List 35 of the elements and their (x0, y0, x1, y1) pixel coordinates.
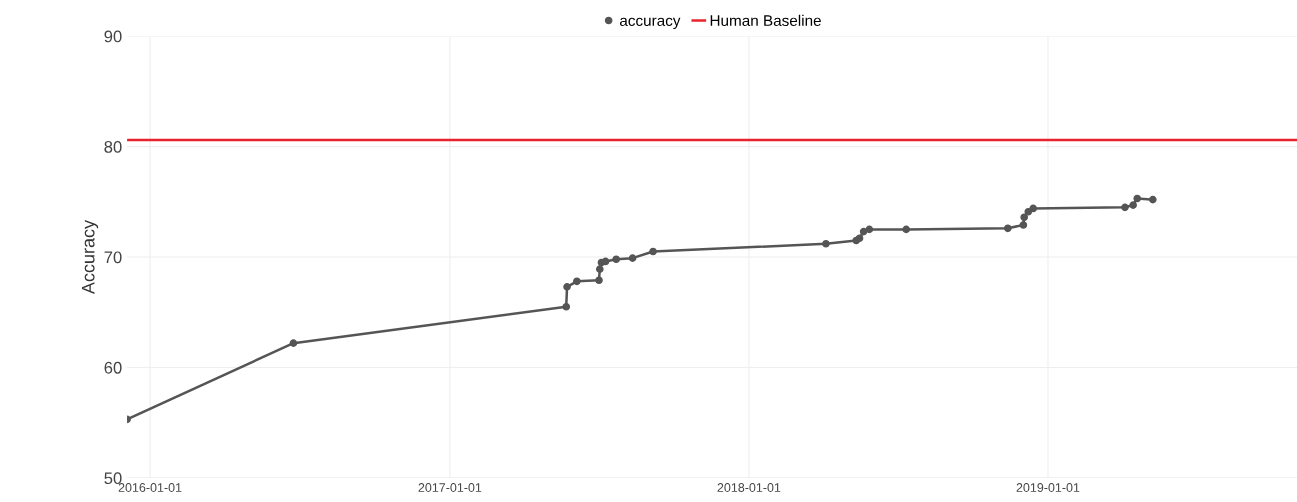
point (865, 225, 874, 234)
x-tick-label: 2018-01-01 (717, 483, 781, 492)
x-tick-label: 2019-01-01 (1016, 483, 1080, 492)
y-tick-label: 80 (104, 140, 122, 153)
point (1019, 221, 1028, 229)
point (601, 257, 610, 266)
y-tick-label: 50 (104, 472, 122, 485)
legend-label: accuracy (619, 17, 681, 30)
legend-label: Human Baseline (710, 14, 821, 26)
point (1121, 203, 1129, 212)
y-tick-label: 60 (104, 361, 122, 374)
point (563, 283, 571, 291)
y-tick-label: 90 (104, 30, 122, 43)
point (1003, 224, 1012, 233)
point (628, 254, 637, 262)
point (562, 302, 571, 311)
x-tick-label: 2016-01-01 (118, 483, 182, 492)
x-tick-label: 2017-01-01 (418, 483, 482, 492)
y-tick-label: 70 (104, 251, 122, 264)
point (859, 227, 868, 236)
point (1133, 194, 1142, 203)
point (595, 276, 603, 285)
point (649, 247, 657, 256)
point (1129, 201, 1137, 209)
point (595, 265, 604, 273)
point (902, 225, 911, 234)
point (612, 255, 621, 264)
point (822, 239, 830, 248)
point (1148, 195, 1157, 204)
point (1020, 213, 1029, 222)
point (1029, 204, 1038, 213)
y-axis-title: Accuracy (81, 219, 99, 295)
point (573, 277, 581, 286)
point (1024, 207, 1033, 216)
point (289, 339, 298, 347)
